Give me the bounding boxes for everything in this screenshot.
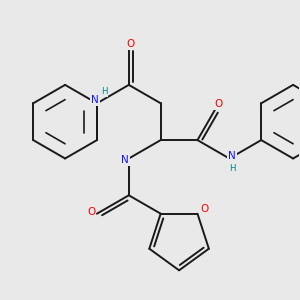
Text: H: H xyxy=(229,164,236,173)
Text: N: N xyxy=(91,95,99,105)
Text: O: O xyxy=(126,39,134,49)
Text: O: O xyxy=(214,99,223,109)
Text: O: O xyxy=(87,207,95,217)
Text: O: O xyxy=(200,204,209,214)
Text: N: N xyxy=(122,155,129,165)
Text: N: N xyxy=(228,151,236,161)
Text: H: H xyxy=(101,88,108,97)
